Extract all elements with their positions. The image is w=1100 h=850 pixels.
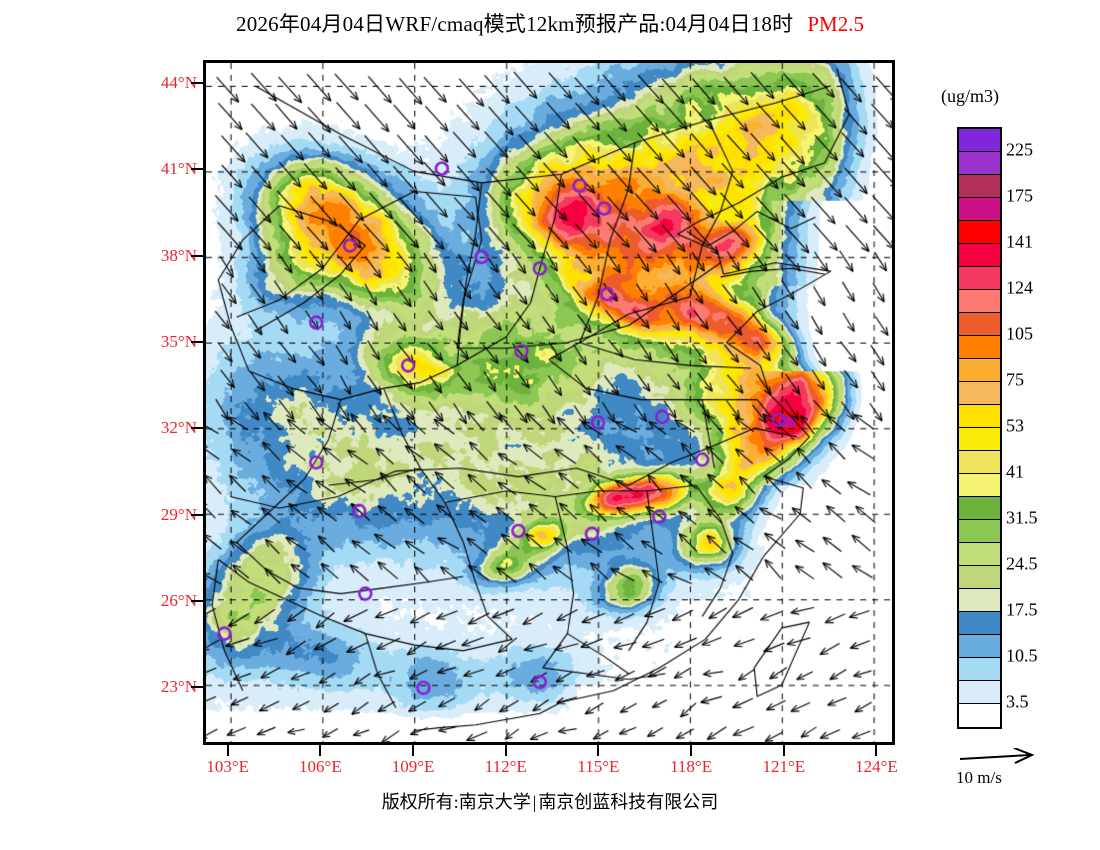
colorbar-value-label: 10.5 [1006, 645, 1038, 666]
wind-scale-label: 10 m/s [956, 768, 1002, 787]
chart-title: 2026年04月04日WRF/cmaq模式12km预报产品:04月04日18时 P… [0, 8, 1100, 38]
colorbar-value-label: 31.5 [1006, 507, 1038, 528]
colorbar-swatch [959, 198, 1000, 221]
colorbar-swatch [959, 635, 1000, 658]
colorbar-swatch [959, 612, 1000, 635]
longitude-tick-label: 103°E [206, 757, 250, 776]
colorbar-swatch [959, 474, 1000, 497]
longitude-tick-mark [690, 745, 693, 756]
colorbar-value-label: 141 [1006, 231, 1033, 252]
title-species-text: PM2.5 [807, 12, 864, 36]
latitude-tick-mark [191, 600, 203, 603]
longitude-tick-label: 106°E [299, 757, 342, 776]
copyright-credit: 版权所有:南京大学 | 南京创蓝科技有限公司 [0, 788, 1100, 814]
colorbar-swatch [959, 221, 1000, 244]
colorbar-swatch [959, 658, 1000, 681]
colorbar-swatch [959, 290, 1000, 313]
longitude-tick-mark [875, 745, 878, 756]
colorbar-swatch [959, 336, 1000, 359]
colorbar-swatch [959, 152, 1000, 175]
longitude-tick-mark [319, 745, 322, 756]
longitude-tick-mark [412, 745, 415, 756]
colorbar-swatch [959, 497, 1000, 520]
latitude-tick-label: 38°N [160, 245, 197, 265]
colorbar-value-label: 75 [1006, 369, 1024, 390]
wind-scale-legend: 10 m/s [956, 747, 1096, 794]
colorbar-value-label: 3.5 [1006, 691, 1029, 712]
colorbar-swatch [959, 543, 1000, 566]
longitude-tick-label: 118°E [670, 757, 713, 776]
latitude-tick-label: 26°N [160, 591, 197, 611]
latitude-tick-label: 23°N [160, 677, 197, 697]
colorbar-value-label: 53 [1006, 415, 1024, 436]
latitude-tick-label: 32°N [160, 418, 197, 438]
credit-company: 南京创蓝科技有限公司 [538, 792, 719, 812]
longitude-tick-label: 115°E [577, 757, 620, 776]
colorbar-swatch [959, 681, 1000, 704]
latitude-tick-mark [191, 686, 203, 689]
colorbar-value-label: 124 [1006, 277, 1033, 298]
colorbar-swatch [959, 520, 1000, 543]
latitude-tick-mark [191, 254, 203, 257]
title-main-text: 2026年04月04日WRF/cmaq模式12km预报产品:04月04日18时 [236, 12, 794, 36]
colorbar-value-label: 17.5 [1006, 599, 1038, 620]
colorbar-swatch [959, 175, 1000, 198]
colorbar-value-label: 41 [1006, 461, 1024, 482]
colorbar-swatch [959, 382, 1000, 405]
latitude-tick-label: 29°N [160, 504, 197, 524]
latitude-tick-mark [191, 82, 203, 85]
longitude-tick-mark [226, 745, 229, 756]
longitude-tick-label: 112°E [484, 757, 527, 776]
colorbar-value-label: 225 [1006, 139, 1033, 160]
wind-arrow-icon [959, 747, 1035, 764]
longitude-tick-mark [504, 745, 507, 756]
credit-separator: | [532, 792, 537, 812]
colorbar[interactable] [957, 127, 1002, 729]
colorbar-swatch [959, 267, 1000, 290]
colorbar-swatch [959, 589, 1000, 612]
colorbar-swatch [959, 428, 1000, 451]
colorbar-swatch [959, 129, 1000, 152]
colorbar-swatch [959, 359, 1000, 382]
latitude-tick-mark [191, 513, 203, 516]
pm25-contour-field [206, 63, 892, 742]
latitude-tick-mark [191, 168, 203, 171]
latitude-tick-label: 41°N [160, 159, 197, 179]
latitude-tick-label: 35°N [160, 332, 197, 352]
colorbar-swatch [959, 405, 1000, 428]
colorbar-swatch [959, 566, 1000, 589]
credit-owner: 版权所有:南京大学 [381, 792, 531, 812]
latitude-tick-mark [191, 341, 203, 344]
longitude-tick-mark [597, 745, 600, 756]
colorbar-units-label: (ug/m3) [941, 86, 999, 106]
longitude-tick-label: 121°E [762, 757, 806, 776]
colorbar-swatch [959, 244, 1000, 267]
colorbar-swatch [959, 451, 1000, 474]
colorbar-value-label: 175 [1006, 185, 1033, 206]
latitude-tick-mark [191, 427, 203, 430]
longitude-tick-label: 124°E [855, 757, 898, 776]
colorbar-swatch [959, 704, 1000, 727]
longitude-tick-label: 109°E [391, 757, 435, 776]
colorbar-value-label: 105 [1006, 323, 1033, 344]
colorbar-value-label: 24.5 [1006, 553, 1038, 574]
longitude-tick-mark [782, 745, 785, 756]
latitude-tick-label: 44°N [160, 73, 197, 93]
map-plot-area[interactable] [203, 60, 895, 745]
colorbar-swatch [959, 313, 1000, 336]
